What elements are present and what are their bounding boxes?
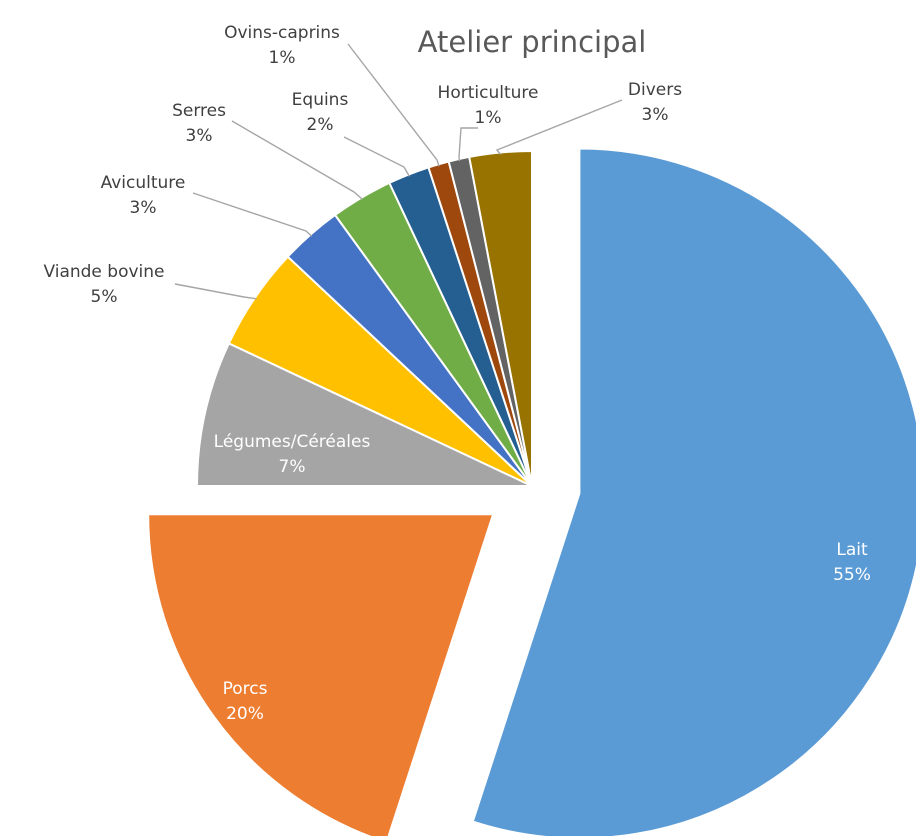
pie-slice-porcs: [147, 513, 495, 836]
data-label-legumes-cereales: Légumes/Céréales 7%: [214, 432, 371, 477]
slice-category-label: Viande bovine: [43, 262, 164, 282]
pie-slice-legumes-cereales: [195, 342, 533, 487]
slice-category-label: Equins: [292, 90, 349, 110]
data-label-aviculture: Aviculture 3%: [101, 173, 186, 218]
pie-slice-lait: [471, 147, 916, 836]
slice-category-label: Lait: [836, 540, 868, 560]
slice-percent-label: 1%: [269, 48, 296, 68]
slice-category-label: Divers: [628, 80, 682, 100]
leader-line-equins: [343, 136, 411, 177]
data-label-equins: Equins 2%: [292, 90, 349, 135]
slice-percent-label: 3%: [642, 105, 669, 125]
leader-line-horticulture: [458, 127, 478, 162]
data-label-porcs: Porcs 20%: [223, 679, 268, 724]
data-label-serres: Serres 3%: [172, 101, 226, 146]
data-label-horticulture: Horticulture 1%: [438, 83, 539, 128]
slice-percent-label: 1%: [475, 108, 502, 128]
pie-slice-divers: [468, 149, 533, 487]
slice-percent-label: 5%: [91, 287, 118, 307]
slice-percent-label: 3%: [130, 198, 157, 218]
data-label-lait: Lait 55%: [833, 540, 871, 585]
leader-line-ovins-caprins: [347, 43, 440, 167]
slice-percent-label: 3%: [186, 126, 213, 146]
slice-percent-label: 55%: [833, 565, 871, 585]
slice-category-label: Horticulture: [438, 83, 539, 103]
slice-percent-label: 2%: [307, 115, 334, 135]
leader-line-divers: [495, 99, 623, 155]
slices-layer: [147, 147, 916, 836]
data-label-ovins-caprins: Ovins-caprins 1%: [224, 23, 340, 68]
slice-category-label: Serres: [172, 101, 226, 121]
slice-percent-label: 20%: [226, 704, 264, 724]
data-label-viande-bovine: Viande bovine 5%: [43, 262, 164, 307]
data-labels-layer: Lait 55% Porcs 20% Légumes/Céréales 7% Viande …: [43, 23, 870, 724]
leader-line-serres: [231, 120, 363, 200]
slice-category-label: Ovins-caprins: [224, 23, 340, 43]
leader-lines-layer: [174, 43, 623, 300]
data-label-divers: Divers 3%: [628, 80, 682, 125]
slice-percent-label: 7%: [279, 457, 306, 477]
leader-line-viande-bovine: [174, 283, 257, 300]
leader-line-aviculture: [192, 192, 313, 237]
slice-category-label: Aviculture: [101, 173, 186, 193]
chart-title: Atelier principal: [418, 25, 647, 59]
slice-category-label: Porcs: [223, 679, 268, 699]
slice-category-label: Légumes/Céréales: [214, 432, 371, 452]
